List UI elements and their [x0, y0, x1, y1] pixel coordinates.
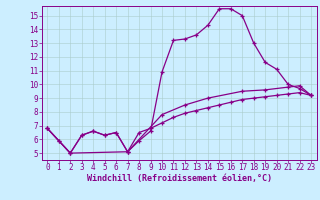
X-axis label: Windchill (Refroidissement éolien,°C): Windchill (Refroidissement éolien,°C)	[87, 174, 272, 183]
